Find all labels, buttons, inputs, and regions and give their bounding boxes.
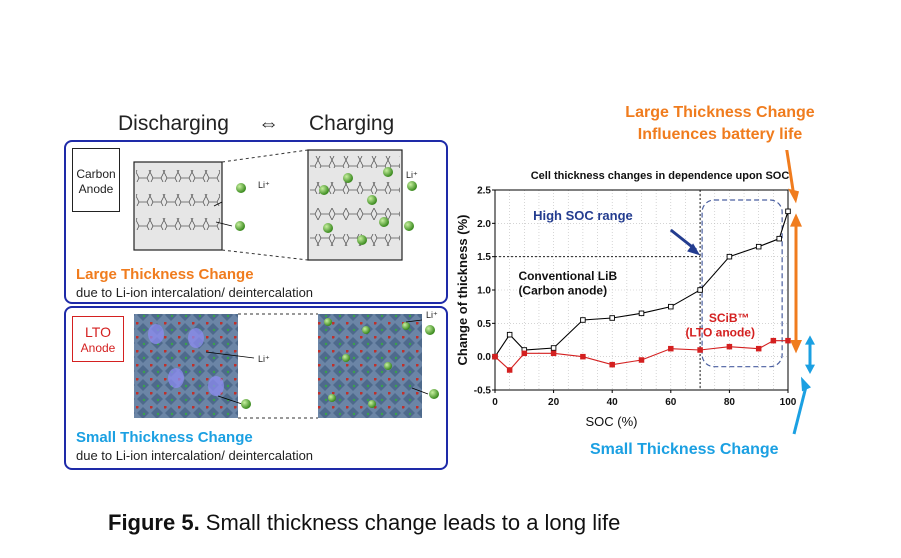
lto-anode-panel: LTO Anode bbox=[64, 306, 448, 470]
chart-series bbox=[492, 208, 791, 373]
data-point bbox=[755, 345, 762, 352]
x-tick-label: 60 bbox=[665, 397, 677, 408]
small-change-annotation: Small Thickness Change bbox=[590, 441, 779, 458]
small-change-arrowhead-down bbox=[805, 364, 815, 374]
y-tick-label: 1.0 bbox=[477, 286, 491, 297]
high-soc-arrowhead bbox=[687, 243, 701, 256]
data-point bbox=[506, 331, 513, 338]
data-point bbox=[550, 345, 557, 351]
data-point bbox=[785, 337, 791, 344]
series-label-scib-line1: SCiB™ bbox=[709, 311, 750, 325]
x-tick-label: 20 bbox=[548, 397, 560, 408]
large-change-annotation-line2: Influences battery life bbox=[637, 126, 803, 143]
small-change-pointer bbox=[792, 386, 808, 435]
chart-ticks: -0.5 0.0 0.5 1.0 1.5 2.0 2.5 0 20 40 60 80 100 SOC (%… bbox=[455, 186, 797, 430]
data-point bbox=[580, 317, 586, 323]
small-thickness-change-subtitle: due to Li-ion intercalation/ deintercala… bbox=[76, 448, 314, 463]
charging-label: Charging bbox=[309, 112, 395, 135]
data-point bbox=[770, 337, 777, 344]
data-point bbox=[726, 253, 733, 260]
thickness-chart: Cell thickness changes in dependence upo… bbox=[455, 150, 815, 435]
series-label-scib-line2: (LTO anode) bbox=[685, 326, 755, 340]
figure-caption-bold: Figure 5. bbox=[108, 510, 200, 535]
data-point bbox=[776, 235, 782, 242]
li-ion-label-charged: Li⁺ bbox=[406, 170, 418, 180]
carbon-anode-label-line2: Anode bbox=[78, 182, 114, 196]
carbon-anode-label-box: Carbon Anode bbox=[72, 148, 120, 212]
data-point bbox=[726, 343, 733, 350]
x-axis-label: SOC (%) bbox=[586, 414, 638, 429]
large-change-arrowhead-up bbox=[790, 213, 802, 227]
data-point bbox=[697, 347, 703, 353]
x-tick-label: 0 bbox=[492, 397, 498, 408]
lto-anode-label-line1: LTO bbox=[85, 324, 111, 340]
lto-anode-label-box: LTO Anode bbox=[72, 316, 124, 362]
chart-arrows bbox=[785, 150, 815, 435]
high-soc-label: High SOC range bbox=[533, 208, 633, 223]
large-change-annotation: Large Thickness Change Influences batter… bbox=[600, 102, 840, 146]
small-change-pointer-head bbox=[801, 376, 811, 392]
data-point bbox=[609, 361, 615, 368]
x-tick-label: 40 bbox=[607, 397, 619, 408]
carbon-anode-panel: Carbon Anode bbox=[64, 140, 448, 304]
y-tick-label: 0.5 bbox=[477, 319, 491, 330]
x-tick-label: 100 bbox=[780, 397, 797, 408]
small-change-arrowhead-up bbox=[805, 335, 815, 345]
data-point bbox=[506, 367, 513, 373]
data-point bbox=[785, 208, 791, 215]
data-point bbox=[755, 243, 762, 250]
li-ion-label: Li⁺ bbox=[258, 180, 270, 190]
figure-caption-text: Small thickness change leads to a long l… bbox=[199, 510, 621, 535]
lto-anode-label-line2: Anode bbox=[80, 341, 116, 355]
high-soc-box bbox=[701, 199, 783, 368]
small-thickness-change-title: Small Thickness Change bbox=[76, 429, 253, 446]
series-label-carbon-line2: (Carbon anode) bbox=[518, 284, 607, 298]
y-tick-label: 1.5 bbox=[477, 252, 491, 263]
data-point bbox=[638, 357, 645, 363]
li-ion-label: Li⁺ bbox=[258, 354, 270, 364]
data-point bbox=[521, 350, 528, 357]
x-tick-label: 80 bbox=[724, 397, 736, 408]
chart-title: Cell thickness changes in dependence upo… bbox=[531, 170, 790, 182]
data-point bbox=[492, 353, 498, 360]
large-change-pointer bbox=[785, 150, 796, 197]
series-label-carbon-line1: Conventional LiB bbox=[518, 269, 617, 283]
carbon-structure-illustration bbox=[133, 149, 417, 261]
y-tick-label: 2.5 bbox=[477, 186, 491, 197]
y-tick-label: 0.0 bbox=[477, 352, 491, 363]
data-point bbox=[668, 303, 674, 310]
data-point bbox=[638, 310, 645, 317]
data-point bbox=[609, 315, 615, 321]
data-point bbox=[697, 287, 703, 293]
large-change-pointer-head bbox=[788, 188, 799, 204]
data-point bbox=[580, 353, 586, 360]
large-thickness-change-title: Large Thickness Change bbox=[76, 266, 254, 283]
chart-labels: Conventional LiB(Carbon anode) SCiB™(LTO … bbox=[518, 269, 755, 340]
discharging-label: Discharging bbox=[118, 112, 229, 135]
li-ion-label-charged: Li⁺ bbox=[426, 310, 438, 320]
lto-structure-illustration bbox=[134, 313, 439, 419]
double-arrow-icon: ⇔ bbox=[258, 112, 279, 135]
large-change-annotation-line1: Large Thickness Change bbox=[625, 104, 815, 121]
large-change-arrowhead-down bbox=[790, 340, 802, 354]
carbon-anode-label-line1: Carbon bbox=[76, 167, 116, 181]
data-point bbox=[550, 350, 557, 357]
y-axis-label: Change of thickness (%) bbox=[455, 215, 470, 366]
figure-caption: Figure 5. Small thickness change leads t… bbox=[108, 510, 620, 536]
high-soc-region: High SOC range bbox=[533, 199, 783, 368]
y-tick-label: 2.0 bbox=[477, 219, 491, 230]
y-tick-label: -0.5 bbox=[474, 386, 492, 397]
large-thickness-change-subtitle: due to Li-ion intercalation/ deintercala… bbox=[76, 285, 314, 300]
data-point bbox=[668, 345, 674, 352]
